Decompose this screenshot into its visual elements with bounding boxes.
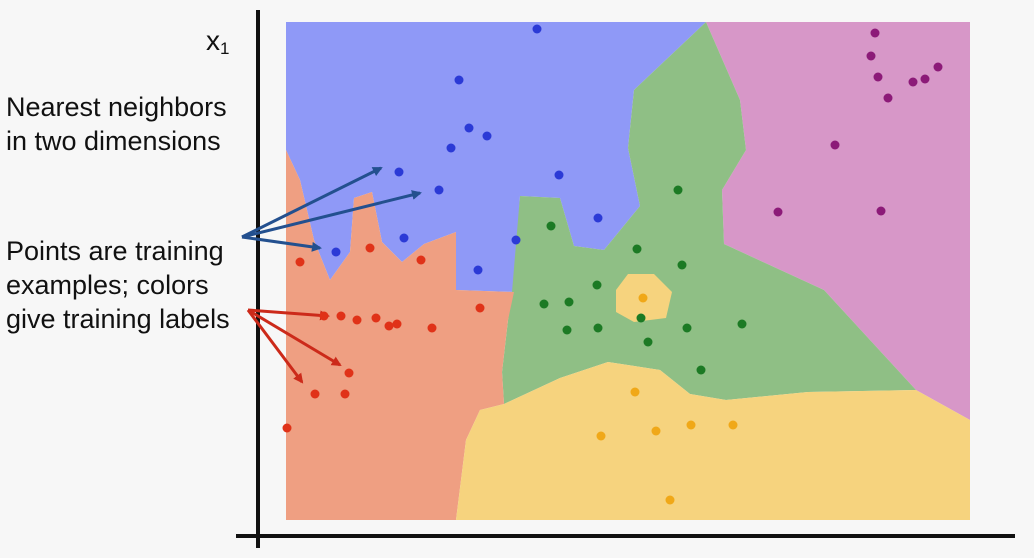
- red-arrows: [246, 308, 342, 384]
- axes: [236, 10, 1015, 548]
- green-training-point: [546, 221, 556, 231]
- annotation-line: in two dimensions: [6, 126, 221, 156]
- red-training-point: [340, 389, 350, 399]
- red-training-point: [392, 319, 402, 329]
- red-training-point: [336, 311, 346, 321]
- annotation-line: examples; colors: [6, 270, 209, 300]
- red-training-point: [295, 257, 305, 267]
- annotation-line: Nearest neighbors: [6, 92, 227, 122]
- blue-training-point: [394, 167, 404, 177]
- blue-training-point: [331, 247, 341, 257]
- annotation-line: Points are training: [6, 236, 224, 266]
- red-training-point: [416, 255, 426, 265]
- annotation-training-points: Points are training examples; colors giv…: [6, 234, 230, 336]
- yellow-region: [456, 362, 970, 520]
- blue-arrow: [241, 190, 422, 239]
- green-training-point: [562, 325, 572, 335]
- green-training-point: [696, 365, 706, 375]
- green-training-point: [673, 185, 683, 195]
- yellow-training-point: [651, 426, 661, 436]
- green-training-point: [539, 299, 549, 309]
- yellow-training-point: [665, 495, 675, 505]
- green-training-point: [677, 260, 687, 270]
- green-training-point: [564, 297, 574, 307]
- blue-training-point: [454, 75, 464, 85]
- blue-training-point: [554, 170, 564, 180]
- blue-training-point: [482, 131, 492, 141]
- green-training-point: [636, 313, 646, 323]
- green-training-point: [737, 319, 747, 329]
- blue-arrows: [241, 166, 422, 252]
- purple-training-point: [908, 77, 918, 87]
- decision-regions: [286, 22, 970, 520]
- yellow-training-point: [638, 293, 648, 303]
- blue-region: [286, 22, 706, 292]
- yellow-training-point: [630, 387, 640, 397]
- purple-training-point: [866, 51, 876, 61]
- blue-training-point: [593, 213, 603, 223]
- blue-training-point: [532, 24, 542, 34]
- red-training-point: [475, 303, 485, 313]
- purple-training-point: [870, 28, 880, 38]
- green-training-point: [632, 244, 642, 254]
- blue-training-point: [399, 233, 409, 243]
- purple-region: [706, 22, 970, 420]
- yellow-training-point: [686, 420, 696, 430]
- green-training-point: [592, 280, 602, 290]
- red-region: [286, 150, 514, 520]
- purple-training-point: [876, 206, 886, 216]
- red-arrow: [247, 308, 330, 321]
- yellow-training-point: [596, 431, 606, 441]
- red-training-point: [352, 315, 362, 325]
- annotation-line: give training labels: [6, 304, 230, 334]
- blue-training-point: [464, 123, 474, 133]
- green-region: [502, 22, 916, 404]
- purple-training-point: [830, 140, 840, 150]
- red-training-point: [282, 423, 292, 433]
- red-training-point: [427, 323, 437, 333]
- blue-arrow: [241, 166, 383, 239]
- purple-training-point: [873, 72, 883, 82]
- blue-training-point: [446, 143, 456, 153]
- annotation-nearest-neighbors: Nearest neighbors in two dimensions: [6, 90, 227, 158]
- training-points: [282, 24, 943, 505]
- red-training-point: [319, 311, 329, 321]
- yellow-training-point: [728, 420, 738, 430]
- red-training-point: [344, 368, 354, 378]
- red-training-point: [310, 389, 320, 399]
- red-training-point: [365, 243, 375, 253]
- green-training-point: [593, 323, 603, 333]
- red-training-point: [384, 321, 394, 331]
- green-training-point: [682, 323, 692, 333]
- axis-label-subscript: 1: [220, 39, 230, 58]
- blue-training-point: [434, 185, 444, 195]
- purple-training-point: [920, 74, 930, 84]
- axis-label-x1: x1: [206, 25, 230, 58]
- green-training-point: [643, 337, 653, 347]
- purple-training-point: [883, 93, 893, 103]
- purple-training-point: [773, 207, 783, 217]
- red-arrow: [246, 309, 304, 384]
- purple-training-point: [933, 62, 943, 72]
- blue-training-point: [473, 265, 483, 275]
- blue-arrow: [241, 235, 322, 252]
- blue-training-point: [511, 235, 521, 245]
- red-training-point: [371, 313, 381, 323]
- red-arrow: [247, 308, 342, 367]
